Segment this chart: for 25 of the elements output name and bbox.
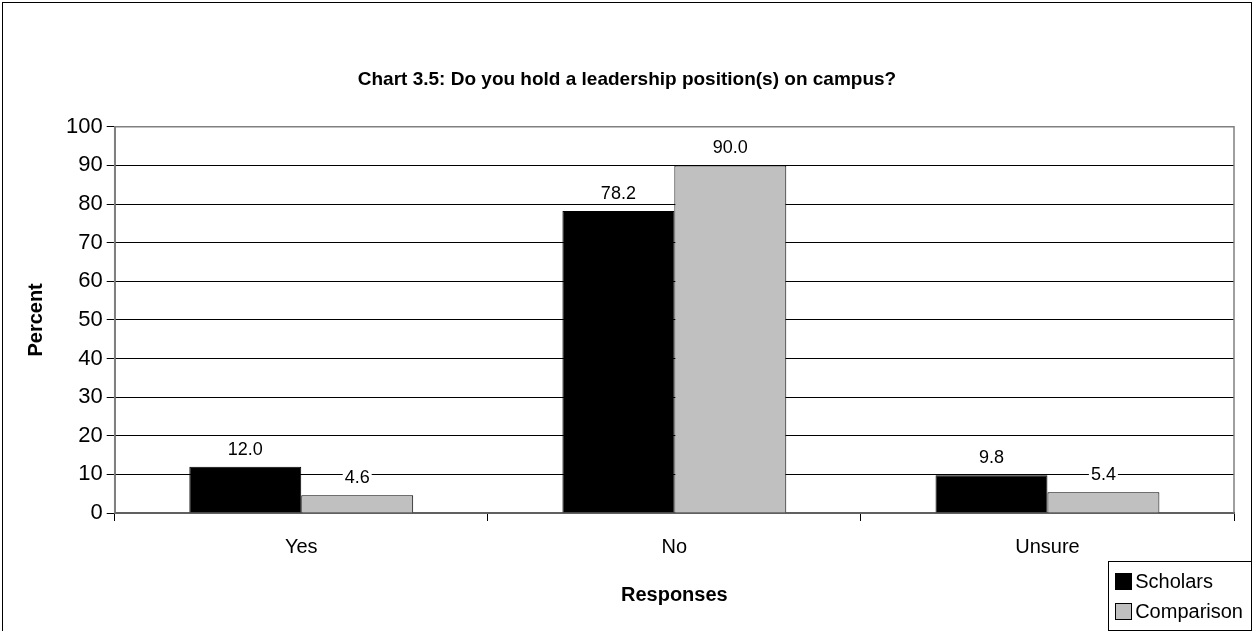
x-axis-title: Responses — [620, 582, 728, 605]
legend-label: Scholars — [1135, 569, 1213, 594]
legend-label: Comparison — [1135, 599, 1243, 624]
y-tick-label: 60 — [78, 267, 103, 293]
x-tick-label: Yes — [284, 534, 318, 557]
x-tick-label: No — [661, 534, 688, 557]
data-label: 12.0 — [227, 438, 263, 459]
x-tick-label: Unsure — [1015, 534, 1080, 557]
data-label: 9.8 — [978, 447, 1004, 468]
data-label: 5.4 — [1090, 464, 1116, 485]
y-axis-title: Percent — [23, 282, 46, 357]
y-tick-label: 30 — [78, 383, 103, 409]
data-label: 4.6 — [344, 467, 370, 488]
data-label: 78.2 — [600, 182, 636, 203]
y-tick-label: 20 — [78, 421, 103, 447]
y-tick-label: 10 — [78, 460, 103, 486]
y-tick-label: 40 — [78, 344, 103, 370]
y-tick-label: 90 — [78, 151, 103, 177]
y-tick-label: 50 — [78, 305, 103, 331]
y-tick-label: 70 — [78, 228, 103, 254]
y-tick-label: 0 — [90, 499, 103, 525]
y-tick-label: 80 — [78, 190, 103, 216]
chart-title: Chart 3.5: Do you hold a leadership position(s) on campus? — [357, 67, 897, 89]
data-label: 90.0 — [712, 137, 748, 158]
y-tick-label: 100 — [65, 112, 103, 138]
